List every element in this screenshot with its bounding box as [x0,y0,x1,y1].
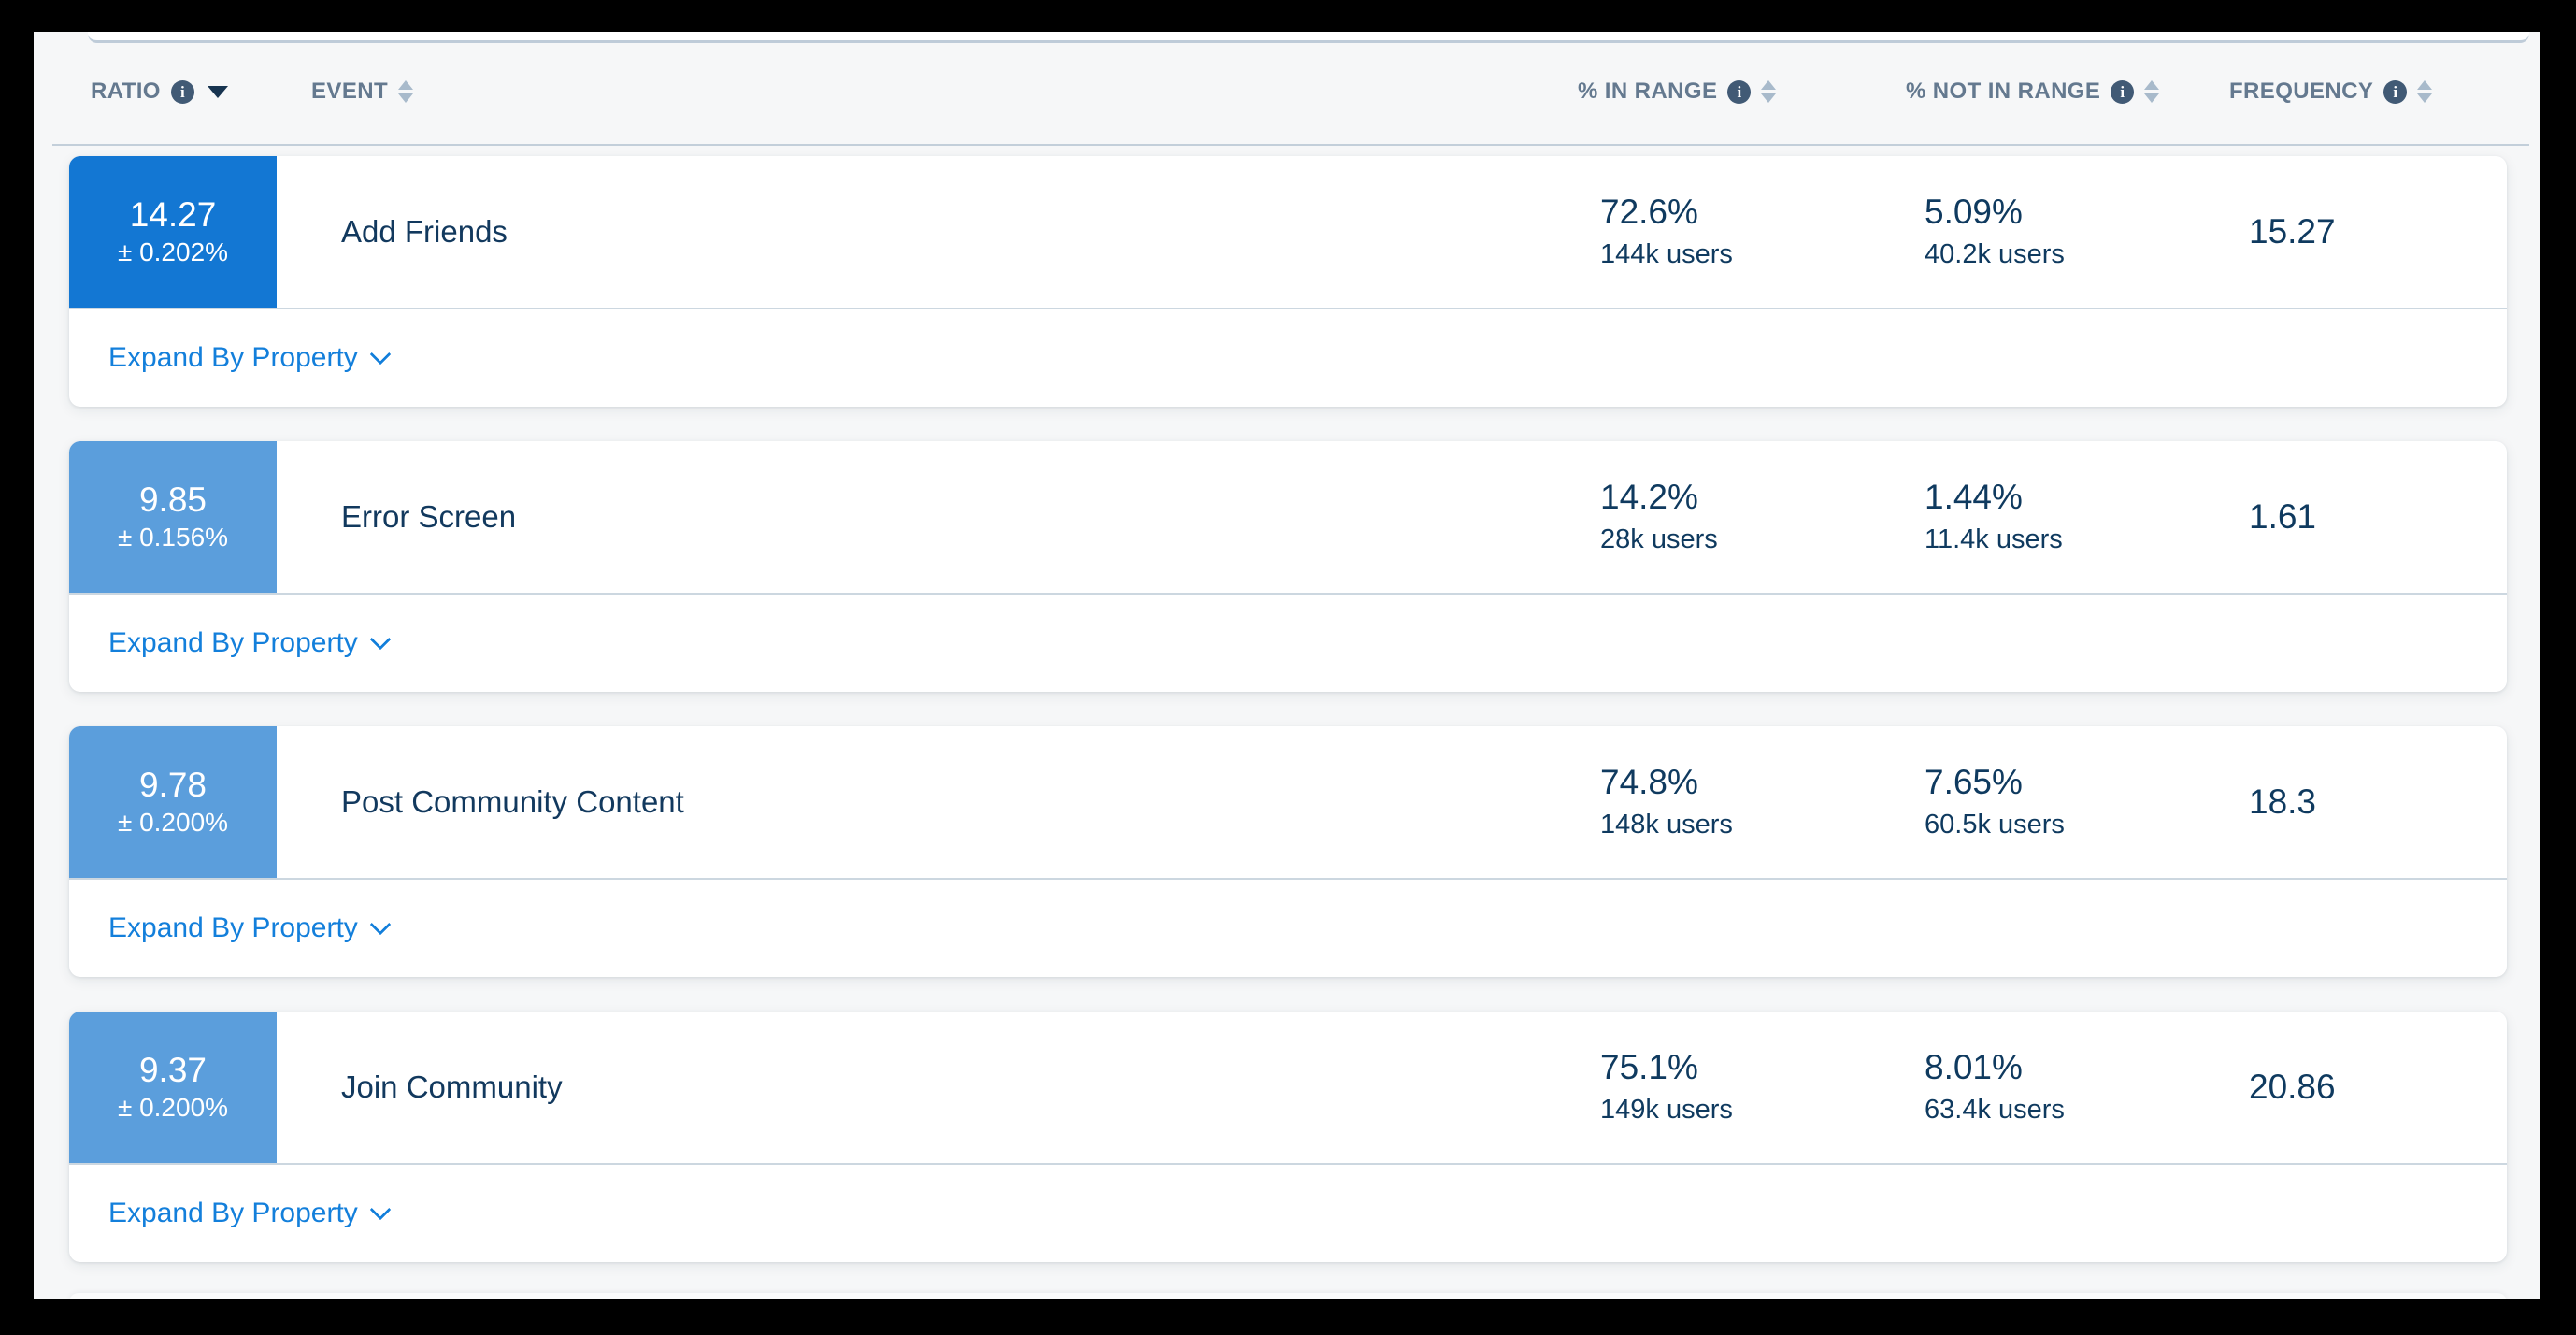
event-rows: 14.27 ± 0.202% Add Friends 72.6% 144k us… [69,156,2507,1297]
caret-down-icon [207,85,228,98]
chevron-down-icon [369,343,392,366]
chevron-down-icon [369,913,392,936]
in-range-users: 148k users [1600,809,1733,840]
in-range-cell: 75.1% 149k users [1600,1049,1733,1126]
expand-by-property-link[interactable]: Expand By Property [108,342,392,374]
in-range-users: 149k users [1600,1094,1733,1125]
event-name: Add Friends [341,214,508,249]
column-header-label: % NOT IN RANGE [1906,79,2101,104]
in-range-cell: 14.2% 28k users [1600,479,1718,555]
not-in-range-cell: 8.01% 63.4k users [1925,1049,2065,1126]
next-card-top-edge [69,1293,2507,1299]
event-name: Post Community Content [341,784,684,819]
ratio-value: 9.37 [138,1050,207,1089]
ratio-margin: ± 0.156% [117,523,229,553]
not-in-range-percent: 7.65% [1925,763,2023,802]
not-in-range-cell: 1.44% 11.4k users [1925,479,2063,555]
chevron-down-icon [369,1199,392,1221]
row-divider [69,308,2507,309]
row-main: 14.27 ± 0.202% Add Friends 72.6% 144k us… [69,156,2507,308]
header-divider [52,144,2529,146]
sort-icon [2417,80,2433,103]
event-name: Join Community [341,1069,563,1104]
event-row-card: 9.78 ± 0.200% Post Community Content 74.… [69,726,2507,977]
column-header-label: % IN RANGE [1578,79,1718,104]
not-in-range-users: 11.4k users [1925,524,2063,554]
event-row-card: 9.85 ± 0.156% Error Screen 14.2% 28k use… [69,441,2507,692]
ratio-margin: ± 0.200% [117,1093,229,1123]
expand-by-property-label: Expand By Property [108,342,358,373]
ratio-margin: ± 0.200% [117,808,229,838]
frequency-cell: 18.3 [2249,782,2317,821]
ratio-badge: 14.27 ± 0.202% [69,156,277,308]
info-icon[interactable] [2111,79,2135,104]
row-expand-section: Expand By Property [69,880,2507,977]
expand-by-property-label: Expand By Property [108,1198,358,1228]
column-header-label: RATIO [91,79,161,104]
row-divider [69,593,2507,595]
sort-icon [1761,80,1777,103]
in-range-cell: 74.8% 148k users [1600,764,1733,840]
chevron-down-icon [369,628,392,651]
column-header-not-in-range[interactable]: % NOT IN RANGE [1906,79,2160,105]
expand-by-property-link[interactable]: Expand By Property [108,912,392,944]
in-range-percent: 72.6% [1600,193,1698,232]
in-range-users: 28k users [1600,524,1718,554]
sort-icon [398,80,414,103]
in-range-percent: 75.1% [1600,1048,1698,1087]
frequency-cell: 15.27 [2249,212,2336,251]
not-in-range-cell: 7.65% 60.5k users [1925,764,2065,840]
ratio-analysis-table: RATIO EVENT % IN RANGE % NOT IN RANGE FR… [34,32,2540,1299]
event-row-card: 14.27 ± 0.202% Add Friends 72.6% 144k us… [69,156,2507,407]
not-in-range-percent: 8.01% [1925,1048,2023,1087]
ratio-value: 9.85 [138,480,207,519]
not-in-range-users: 60.5k users [1925,809,2065,840]
expand-by-property-label: Expand By Property [108,627,358,658]
column-header-event[interactable]: EVENT [311,79,414,105]
expand-by-property-label: Expand By Property [108,912,358,943]
in-range-users: 144k users [1600,238,1733,269]
row-divider [69,1163,2507,1165]
not-in-range-percent: 5.09% [1925,193,2023,232]
column-header-in-range[interactable]: % IN RANGE [1578,79,1777,105]
in-range-cell: 72.6% 144k users [1600,194,1733,270]
sort-icon [2144,80,2160,103]
in-range-percent: 14.2% [1600,478,1698,517]
ratio-value: 14.27 [129,194,217,234]
not-in-range-cell: 5.09% 40.2k users [1925,194,2065,270]
not-in-range-users: 63.4k users [1925,1094,2065,1125]
info-icon[interactable] [170,79,194,104]
row-divider [69,878,2507,880]
not-in-range-percent: 1.44% [1925,478,2023,517]
event-row-card: 9.37 ± 0.200% Join Community 75.1% 149k … [69,1012,2507,1262]
in-range-percent: 74.8% [1600,763,1698,802]
row-main: 9.78 ± 0.200% Post Community Content 74.… [69,726,2507,878]
column-header-ratio[interactable]: RATIO [91,79,228,105]
column-header-frequency[interactable]: FREQUENCY [2229,79,2433,105]
row-main: 9.85 ± 0.156% Error Screen 14.2% 28k use… [69,441,2507,593]
ratio-badge: 9.78 ± 0.200% [69,726,277,878]
row-main: 9.37 ± 0.200% Join Community 75.1% 149k … [69,1012,2507,1163]
row-expand-section: Expand By Property [69,1165,2507,1262]
frequency-cell: 20.86 [2249,1068,2336,1106]
ratio-badge: 9.37 ± 0.200% [69,1012,277,1163]
row-expand-section: Expand By Property [69,309,2507,407]
not-in-range-users: 40.2k users [1925,238,2065,269]
expand-by-property-link[interactable]: Expand By Property [108,627,392,659]
ratio-value: 9.78 [138,765,207,804]
expand-by-property-link[interactable]: Expand By Property [108,1198,392,1229]
ratio-badge: 9.85 ± 0.156% [69,441,277,593]
ratio-margin: ± 0.202% [117,237,229,267]
info-icon[interactable] [2383,79,2408,104]
row-expand-section: Expand By Property [69,595,2507,692]
frequency-cell: 1.61 [2249,497,2317,536]
info-icon[interactable] [1727,79,1752,104]
previous-card-bottom-edge [88,32,2529,43]
column-header-label: EVENT [311,79,389,104]
column-header-label: FREQUENCY [2229,79,2374,104]
event-name: Error Screen [341,499,517,534]
